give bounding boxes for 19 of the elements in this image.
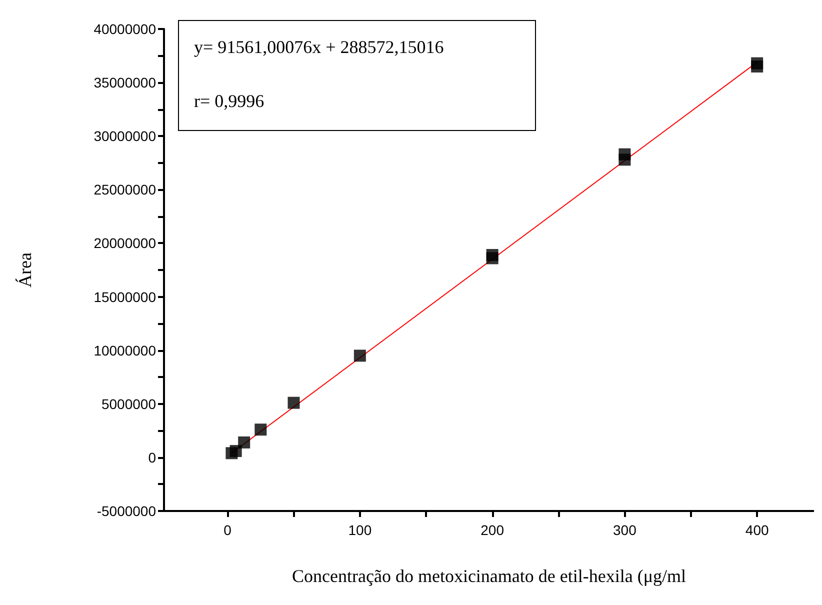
y-tick-label: 25000000 <box>94 182 156 198</box>
x-tick-label: 300 <box>613 522 637 538</box>
y-tick-label: 15000000 <box>94 288 156 305</box>
y-axis-title: Área <box>15 252 35 288</box>
annotation: y= 91561,00076x + 288572,15016 <box>194 37 444 57</box>
y-tick-label: 20000000 <box>94 235 156 252</box>
y-tick-label: 10000000 <box>94 342 156 358</box>
y-tick-label: -5000000 <box>96 503 156 519</box>
x-tick-label: 100 <box>348 522 372 538</box>
y-tick-label: 0 <box>148 449 156 466</box>
x-tick-label: 0 <box>224 522 232 538</box>
y-tick-label: 30000000 <box>94 128 156 144</box>
x-axis-title: Concentração do metoxicinamato de etil-hexila (μg/ml <box>292 566 686 586</box>
y-tick-label: 35000000 <box>94 74 156 91</box>
y-tick-label: 5000000 <box>101 396 156 412</box>
x-tick-label: 400 <box>745 522 769 538</box>
y-tick-label: 40000000 <box>94 21 156 37</box>
annotation: r= 0,9996 <box>194 91 264 111</box>
x-tick-label: 200 <box>480 522 504 538</box>
